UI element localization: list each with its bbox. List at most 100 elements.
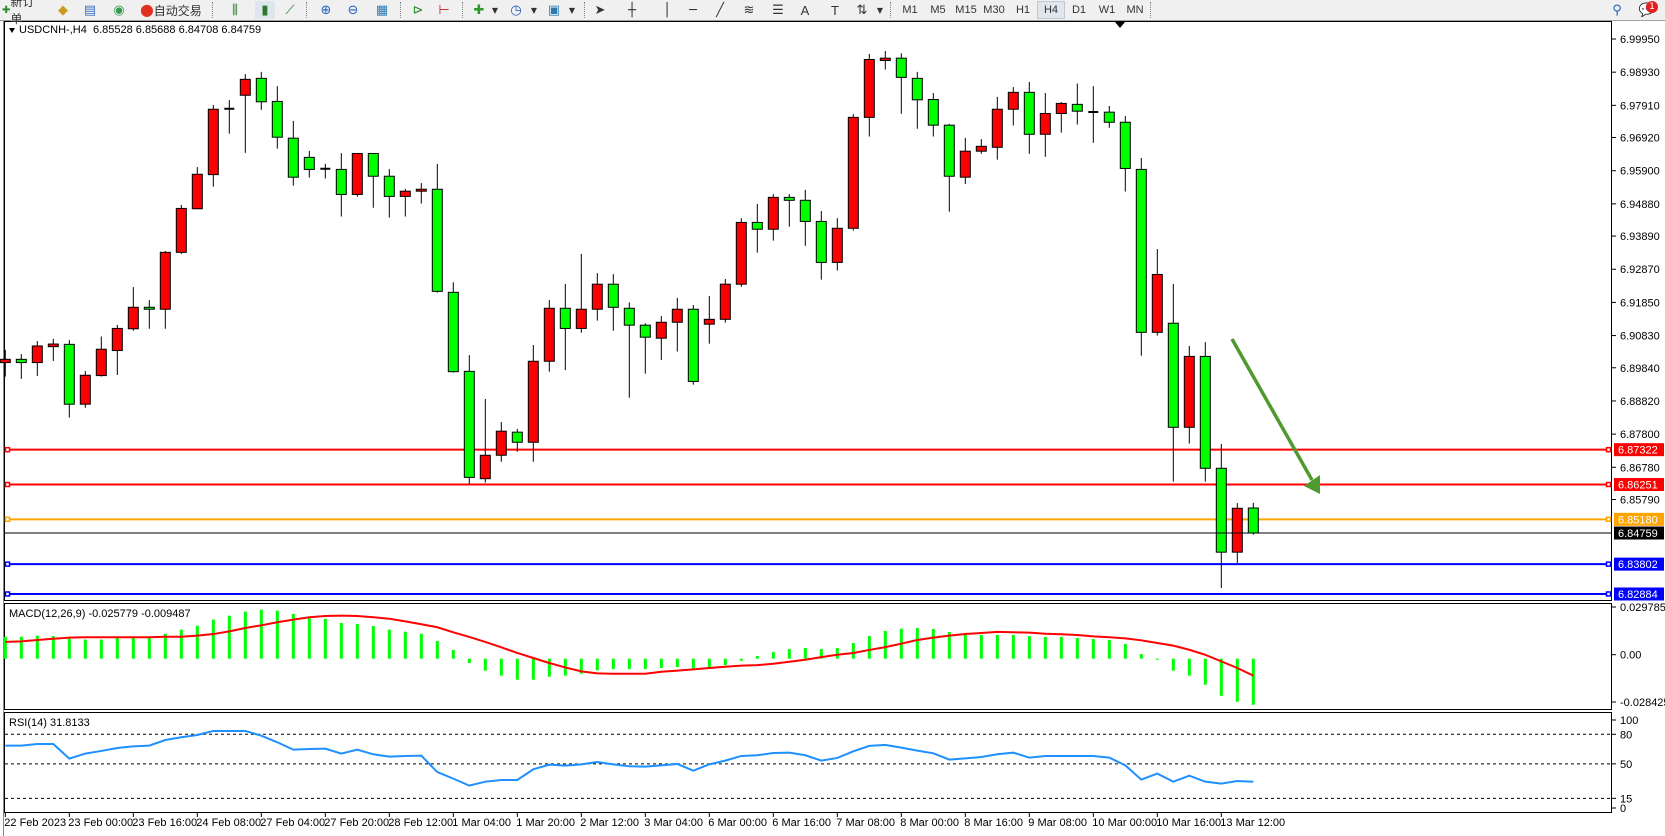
fibo-fan-icon[interactable]: ☰: [772, 2, 784, 18]
periods-dropdown-icon[interactable]: ▼: [530, 5, 538, 15]
price-level-label: 6.83802: [1618, 559, 1658, 571]
indicators-icon[interactable]: ✚: [473, 2, 485, 18]
macd-histogram-bar: [323, 618, 327, 659]
auto-trading-button[interactable]: ⬤ 自动交易: [135, 1, 207, 19]
timeframe-h4[interactable]: H4: [1037, 1, 1065, 19]
fibonacci-icon[interactable]: ≋: [743, 2, 755, 18]
metaeditor-icon[interactable]: ◆: [58, 2, 68, 18]
indicators-dropdown-icon[interactable]: ▼: [491, 5, 499, 15]
candle: [1071, 83, 1083, 125]
bullish-candle-body: [1007, 91, 1019, 110]
zoom-out-icon[interactable]: ⊖: [347, 2, 359, 18]
trend-arrow[interactable]: [1230, 338, 1320, 494]
cursor-icon[interactable]: ➤: [594, 2, 606, 18]
price-level-label: 6.87322: [1618, 445, 1658, 457]
new-order-button[interactable]: ✚ 新订单: [2, 0, 46, 26]
bullish-candle-body: [735, 221, 747, 285]
crosshair-icon[interactable]: ┼: [628, 2, 636, 18]
candle: [111, 324, 123, 375]
time-tick-label: 3 Mar 04:00: [644, 817, 703, 829]
zoom-in-icon[interactable]: ⊕: [320, 2, 332, 18]
line-chart-icon[interactable]: ⟋: [285, 2, 295, 18]
text-icon[interactable]: A: [800, 2, 810, 18]
rsi-panel[interactable]: [4, 712, 1612, 813]
notification-button[interactable]: 💬 1: [1636, 1, 1658, 19]
notification-badge: 1: [1646, 1, 1658, 13]
arrows-dropdown-icon[interactable]: ▼: [876, 5, 884, 15]
timeframe-m15[interactable]: M15: [955, 4, 977, 16]
bar-chart-icon[interactable]: ⫼: [232, 2, 238, 18]
macd-histogram-bar: [387, 629, 391, 659]
level-handle-left: [4, 446, 11, 453]
candle: [271, 86, 283, 149]
candle: [31, 341, 43, 376]
macd-histogram-bar: [19, 636, 23, 659]
candle: [159, 251, 171, 329]
timeframe-m30[interactable]: M30: [983, 4, 1005, 16]
time-tick-label: 9 Mar 08:00: [1028, 817, 1087, 829]
timeframe-w1[interactable]: W1: [1098, 4, 1116, 16]
macd-histogram-bar: [803, 647, 807, 659]
macd-histogram-bar: [131, 637, 135, 659]
price-tick-label: 6.87800: [1620, 429, 1660, 441]
bearish-candle-body: [367, 152, 379, 177]
candle: [607, 274, 619, 331]
chart-shift-marker-icon[interactable]: [1115, 22, 1125, 28]
timeframe-mn[interactable]: MN: [1126, 4, 1144, 16]
candle: [655, 316, 667, 360]
horizontal-line-icon[interactable]: ─: [689, 2, 697, 18]
toolbar: ✚ 新订单 ◆ ▤ ◉ ⬤ 自动交易 ⫼ ▮ ⟋ ⊕ ⊖ ▦ ⊳ ⊢ ✚ ▼ ◷ ▼…: [0, 0, 1665, 26]
vertical-line-icon[interactable]: │: [663, 2, 671, 18]
auto-scroll-icon[interactable]: ⊳: [412, 2, 424, 18]
price-level-label-box: [1614, 526, 1664, 540]
macd-histogram-bar: [51, 636, 55, 659]
search-icon[interactable]: ⚲: [1612, 2, 1622, 18]
periods-icon[interactable]: ◷: [510, 2, 522, 18]
macd-histogram-bar: [771, 652, 775, 659]
price-axis[interactable]: 6.99950 6.98930 6.97910 6.96920 6.95900 6.948…: [1612, 34, 1664, 601]
candle: [495, 422, 507, 462]
bullish-candle-body: [31, 345, 43, 364]
rsi-tick-label: 0: [1620, 803, 1626, 815]
candle: [15, 354, 27, 379]
bullish-candle-body: [591, 283, 603, 310]
tile-windows-icon[interactable]: ▦: [375, 2, 389, 18]
templates-dropdown-icon[interactable]: ▼: [568, 5, 576, 15]
market-watch-icon[interactable]: ▤: [83, 2, 97, 18]
chart-background: [0, 21, 1665, 836]
candlestick-icon[interactable]: ▮: [255, 1, 275, 19]
rsi-tick-label: 80: [1620, 729, 1632, 741]
main-chart-panel[interactable]: [4, 21, 1612, 601]
timeframe-m5[interactable]: M5: [930, 4, 946, 16]
candle: [1119, 116, 1131, 192]
symbol-menu-triangle-icon[interactable]: [9, 28, 15, 33]
timeframe-m1[interactable]: M1: [902, 4, 918, 16]
candle: [703, 295, 715, 344]
arrows-icon[interactable]: ⇅: [856, 2, 868, 18]
candle: [879, 51, 891, 70]
signals-icon[interactable]: ◉: [113, 2, 125, 18]
macd-histogram-bar: [547, 658, 551, 677]
chart-shift-icon[interactable]: ⊢: [438, 2, 450, 18]
bearish-candle-body: [1103, 111, 1115, 123]
bullish-candle-body: [1039, 112, 1051, 135]
text-label-icon[interactable]: T: [831, 2, 839, 18]
timeframe-d1[interactable]: D1: [1071, 4, 1087, 16]
bullish-candle-body: [495, 430, 507, 456]
bullish-candle-body: [527, 360, 539, 443]
time-axis[interactable]: 22 Feb 2023 23 Feb 00:00 23 Feb 16:00 24 Fe…: [4, 813, 1285, 829]
macd-histogram-bar: [1075, 637, 1079, 659]
bullish-candle-body: [175, 207, 187, 253]
macd-histogram-bar: [675, 658, 679, 668]
bullish-candle-body: [127, 306, 139, 330]
candle: [1103, 105, 1115, 128]
macd-histogram-bar: [99, 639, 103, 659]
templates-icon[interactable]: ▣: [547, 2, 561, 18]
trendline-icon[interactable]: ╱: [716, 2, 724, 18]
time-tick-label: 8 Mar 00:00: [900, 817, 959, 829]
macd-histogram-bar: [275, 610, 279, 659]
time-tick-label: 13 Mar 12:00: [1220, 817, 1285, 829]
candle: [1199, 342, 1211, 482]
timeframe-h1[interactable]: H1: [1015, 4, 1031, 16]
